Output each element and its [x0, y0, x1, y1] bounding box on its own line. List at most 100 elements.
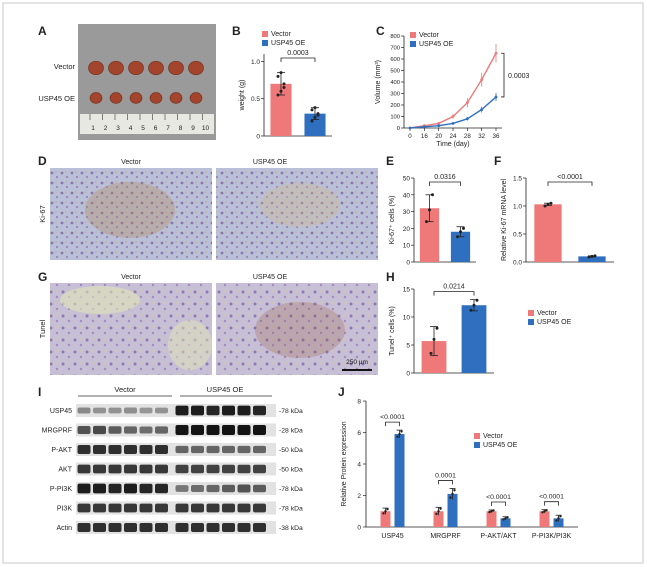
y-tick-label: 50 [403, 176, 411, 183]
tumor-oe [109, 92, 123, 104]
blot-band [124, 464, 137, 474]
blot-band [139, 522, 153, 533]
blot-band [93, 464, 106, 474]
p-value: 0.0003 [287, 50, 309, 57]
y-tick-label: 0 [406, 371, 410, 378]
blot-kda-label: -50 kDa [279, 467, 303, 474]
blot-band [237, 425, 251, 435]
blot-band [206, 522, 220, 533]
legend-label: USP45 OE [483, 442, 518, 449]
blot-band [93, 425, 106, 435]
y-axis-label: Relative Protein expression [341, 421, 348, 506]
y-tick-label: 700 [390, 46, 400, 52]
blot-band [222, 464, 235, 474]
blot-band [206, 445, 220, 454]
blot-band [155, 503, 168, 513]
data-point [310, 108, 314, 112]
panel-letter-d: D [38, 154, 47, 168]
blot-band [191, 425, 204, 435]
p-value: 0.0214 [443, 284, 465, 291]
y-tick-label: 4 [357, 462, 361, 469]
ruler-number: 8 [179, 125, 183, 132]
bar-vector [433, 511, 444, 527]
data-point [449, 496, 452, 499]
y-tick-label: 0.5 [251, 96, 260, 103]
blot-band [93, 444, 106, 455]
y-tick-label: 0 [256, 134, 260, 141]
blot-band [155, 444, 168, 455]
panel-d-ihc: Vector USP45 OE Ki-67 [38, 159, 378, 260]
ihc-col-label-vector: Vector [121, 159, 142, 166]
bar-usp45-oe [394, 434, 405, 527]
bar-vector [380, 511, 391, 527]
significance-bracket [429, 181, 461, 186]
data-point [546, 202, 550, 206]
data-point [310, 119, 314, 123]
data-point [462, 226, 465, 230]
data-point [384, 510, 387, 513]
ihc-ki67-oe-image [216, 168, 378, 260]
data-point [282, 82, 286, 86]
data-point [555, 519, 558, 522]
blot-kda-label: -38 kDa [279, 525, 303, 532]
y-tick-label: 0.5 [513, 232, 522, 239]
blot-band [222, 425, 235, 435]
y-tick-label: 10 [403, 243, 411, 250]
ihc-tunel-oe-stain [255, 302, 345, 358]
ihc-tunel-vector-pale [60, 286, 140, 314]
blot-band [93, 407, 106, 414]
bar-usp45-oe [578, 256, 606, 262]
blot-band [139, 483, 153, 494]
data-point [313, 106, 317, 110]
chart-b-tumor-weight: Vector USP45 OE 0 0.5 1.0 weight (g) 0.0003 [239, 31, 332, 141]
ihc-ki67-oe-stain [260, 183, 340, 227]
legend-swatch-usp45-oe [474, 442, 480, 448]
x-tick-label: P-AKT/AKT [480, 533, 517, 540]
tumor-vector [108, 60, 124, 76]
y-tick-label: 400 [390, 80, 400, 86]
data-point [480, 78, 484, 82]
ruler-number: 2 [104, 125, 108, 132]
x-tick-label: USP45 [381, 533, 403, 540]
data-point [587, 255, 591, 259]
ruler-number: 5 [141, 125, 145, 132]
blot-band [139, 444, 153, 455]
legend-swatch-vector [528, 310, 534, 316]
tumor-vector [188, 60, 204, 76]
data-point [480, 108, 484, 111]
data-point [465, 101, 469, 105]
data-point [451, 115, 455, 118]
data-point [437, 510, 440, 513]
blot-band [93, 503, 106, 513]
blot-kda-label: -78 kDa [279, 486, 303, 493]
data-point [502, 518, 505, 521]
blot-band [155, 464, 168, 474]
tumor-vector [148, 60, 164, 76]
blot-row-label: AKT [58, 467, 72, 474]
data-point [506, 516, 509, 519]
blot-band [222, 405, 235, 416]
tumor-oe [89, 92, 103, 104]
data-point [549, 201, 553, 205]
panel-g-ihc: Vector USP45 OE Tunel 250 μm [38, 274, 378, 375]
photo-row-label-oe: USP45 OE [38, 94, 75, 103]
y-tick-label: 5 [406, 343, 410, 350]
x-tick-label: 20 [435, 133, 442, 140]
blot-band [222, 484, 235, 493]
data-point [469, 308, 473, 312]
data-point [490, 510, 493, 513]
blot-band [175, 405, 189, 416]
x-tick-label: 0 [408, 133, 412, 140]
data-point [504, 517, 507, 520]
panel-letter-h: H [386, 270, 395, 284]
y-tick-label: 500 [390, 69, 400, 75]
blot-band [155, 483, 168, 494]
blot-row-label: Actin [56, 525, 72, 532]
y-tick-label: 15 [403, 287, 411, 294]
ihc-row-label-tunel: Tunel [38, 319, 47, 338]
x-tick-label: MRGPRF [430, 533, 460, 540]
bar-usp45-oe [461, 305, 487, 373]
blot-kda-label: -78 kDa [279, 408, 303, 415]
blot-band [139, 464, 153, 474]
panel-letter-e: E [386, 154, 394, 168]
